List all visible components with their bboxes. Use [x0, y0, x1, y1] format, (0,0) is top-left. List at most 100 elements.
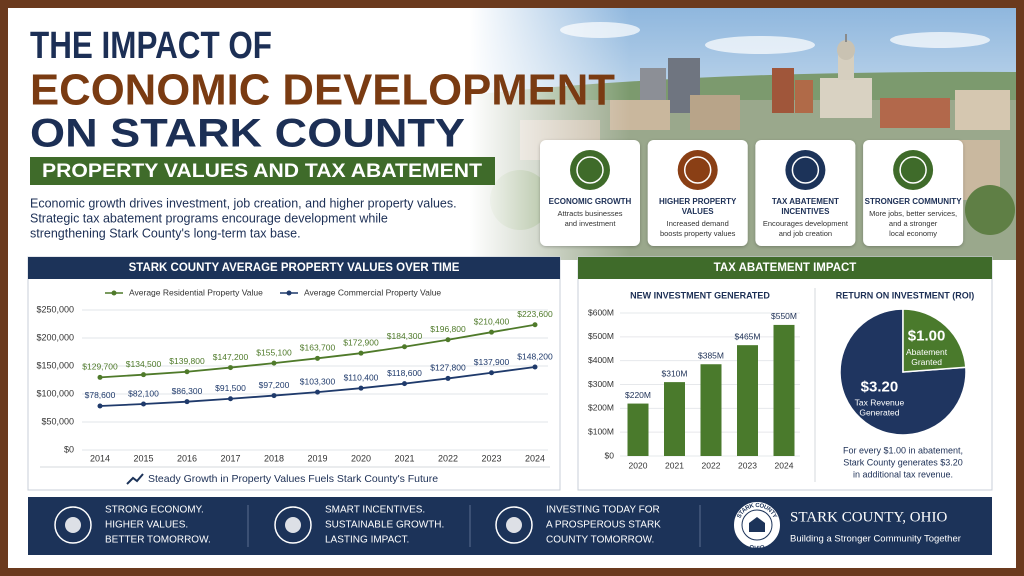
bar-chart: $0 $100M $200M $300M $400M $500M $600M $220M 202… — [588, 307, 800, 470]
y-tick-label: $400M — [588, 355, 614, 365]
county-name: STARK COUNTY, OHIO — [790, 509, 947, 525]
seal-ring — [741, 509, 773, 541]
data-point — [141, 372, 146, 378]
y-tick-label: $100,000 — [36, 388, 74, 398]
footer-text: COUNTY TOMORROW. — [546, 535, 654, 546]
value-label: $97,200 — [259, 380, 290, 390]
x-tick-label: 2022 — [438, 453, 458, 463]
chart-title: RETURN ON INVESTMENT (ROI) — [836, 290, 975, 300]
pie-caption: For every $1.00 in abatement, — [843, 445, 963, 455]
pie-caption: Stark County generates $3.20 — [843, 457, 963, 467]
footer-icon-inner — [65, 517, 81, 533]
pie-caption: in additional tax revenue. — [853, 469, 953, 479]
slice-label: Tax Revenue — [855, 398, 905, 408]
legend-label: Average Residential Property Value — [129, 287, 263, 297]
data-point — [315, 355, 320, 361]
x-tick-label: 2018 — [264, 453, 284, 463]
value-label: $103,300 — [300, 376, 336, 386]
x-tick-label: 2023 — [738, 460, 757, 470]
x-tick-label: 2021 — [665, 460, 684, 470]
seal-building — [749, 517, 765, 532]
feature-title: VALUES — [682, 207, 715, 216]
panel-header — [28, 257, 560, 279]
x-tick-label: 2022 — [702, 460, 721, 470]
value-label: $129,700 — [82, 362, 118, 372]
value-label: $155,100 — [256, 347, 292, 357]
feature-card — [863, 140, 964, 246]
footer-text: INVESTING TODAY FOR — [546, 505, 660, 516]
footer-icon — [495, 506, 533, 544]
value-label: $310M — [662, 368, 688, 378]
footer-icon-inner — [285, 517, 301, 533]
slice-label: Granted — [911, 357, 942, 367]
feature-icon-ring — [791, 156, 820, 184]
value-label: $465M — [735, 331, 761, 341]
bar — [627, 403, 649, 456]
x-tick-label: 2015 — [133, 453, 153, 463]
feature-text: Encourages development — [763, 219, 849, 228]
bar — [737, 345, 758, 456]
x-tick-label: 2020 — [629, 460, 648, 470]
value-label: $86,300 — [172, 386, 203, 396]
footer-text: HIGHER VALUES. — [105, 520, 188, 531]
value-label: $385M — [698, 350, 724, 360]
footer-icon — [274, 506, 312, 544]
feature-icon-ring — [576, 156, 604, 184]
y-tick-label: $50,000 — [41, 416, 74, 426]
data-point — [97, 403, 103, 409]
feature-icon — [893, 150, 934, 190]
feature-title: INCENTIVES — [781, 207, 830, 216]
chart-caption: Steady Growth in Property Values Fuels S… — [148, 473, 438, 485]
bar — [700, 364, 722, 456]
tagline: Building a Stronger Community Together — [790, 534, 961, 545]
feature-text: and investment — [565, 219, 617, 228]
data-point — [445, 375, 451, 381]
panel-header — [578, 257, 992, 279]
footer-icon-inner — [506, 517, 522, 533]
value-label: $78,600 — [85, 390, 116, 400]
data-point — [97, 374, 103, 380]
data-point — [228, 365, 233, 371]
bar — [773, 324, 795, 456]
value-label: $196,800 — [430, 324, 466, 334]
y-tick-label: $300M — [588, 379, 614, 389]
data-point — [358, 350, 364, 356]
subtitle-banner — [30, 157, 495, 185]
value-label: $110,400 — [344, 372, 379, 382]
pie-slice — [902, 308, 967, 373]
subtitle: PROPERTY VALUES AND TAX ABATEMENT — [42, 161, 482, 182]
x-tick-label: 2016 — [177, 453, 197, 463]
y-tick-label: $250,000 — [36, 304, 74, 314]
value-label: $147,200 — [213, 352, 249, 362]
feature-text: Attracts businesses — [557, 209, 622, 218]
slice-label: Generated — [859, 408, 899, 418]
feature-icon — [785, 150, 826, 190]
intro-line: Strategic tax abatement programs encoura… — [30, 211, 388, 225]
data-point — [358, 385, 364, 391]
intro-line: strengthening Stark County's long-term t… — [30, 226, 301, 240]
value-label: $148,200 — [517, 351, 553, 361]
legend-marker — [111, 290, 117, 296]
data-point — [402, 344, 407, 350]
data-point — [184, 399, 190, 405]
value-label: $139,800 — [169, 356, 205, 366]
feature-card — [647, 140, 748, 246]
data-point — [489, 329, 494, 335]
slice-value: $1.00 — [908, 328, 946, 345]
x-tick-label: 2023 — [481, 453, 501, 463]
footer-text: LASTING IMPACT. — [325, 535, 409, 546]
value-label: $91,500 — [215, 383, 246, 393]
chart-title: NEW INVESTMENT GENERATED — [630, 290, 770, 300]
slice-label: Abatement — [906, 347, 948, 357]
value-label: $163,700 — [300, 343, 336, 353]
data-point — [271, 360, 277, 366]
x-tick-label: 2020 — [351, 453, 371, 463]
feature-icon-ring — [683, 156, 712, 184]
feature-text: local economy — [889, 229, 937, 238]
x-tick-label: 2017 — [220, 453, 240, 463]
data-point — [271, 393, 277, 399]
line-chart: $0 $50,000 $100,000 $150,000 $200,000 $250,00… — [36, 287, 553, 463]
data-point — [532, 364, 538, 370]
